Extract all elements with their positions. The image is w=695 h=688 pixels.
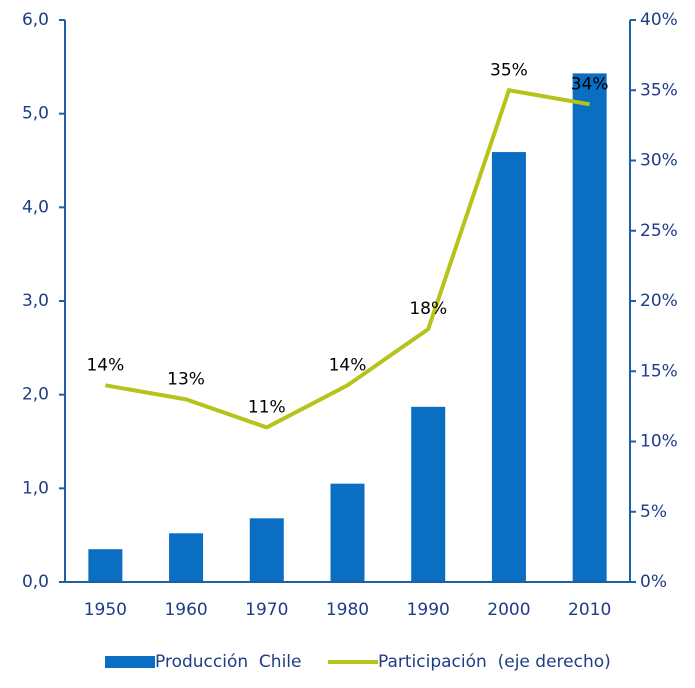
bar xyxy=(249,518,284,582)
legend-swatch xyxy=(105,656,155,668)
y2-tick-label: 15% xyxy=(640,361,678,381)
data-label: 18% xyxy=(409,299,447,319)
y-tick-label: 6,0 xyxy=(22,10,49,30)
y2-tick-label: 5% xyxy=(640,502,667,522)
y2-tick-label: 0% xyxy=(640,572,667,592)
bar xyxy=(572,73,607,582)
data-label: 35% xyxy=(490,60,528,80)
y2-tick-label: 25% xyxy=(640,221,678,241)
bar xyxy=(330,483,365,582)
x-tick-label: 2010 xyxy=(568,600,611,620)
y-tick-label: 2,0 xyxy=(22,385,49,405)
y2-tick-label: 30% xyxy=(640,151,678,171)
legend-label: Participación (eje derecho) xyxy=(378,652,611,672)
y-tick-label: 0,0 xyxy=(22,572,49,592)
x-tick-label: 2000 xyxy=(487,600,530,620)
x-tick-label: 1980 xyxy=(326,600,369,620)
x-tick-label: 1970 xyxy=(245,600,288,620)
bar xyxy=(88,549,123,582)
x-tick-label: 1990 xyxy=(407,600,450,620)
y2-tick-label: 35% xyxy=(640,80,678,100)
y-tick-label: 4,0 xyxy=(22,197,49,217)
data-label: 34% xyxy=(571,74,609,94)
data-label: 13% xyxy=(167,369,205,389)
y-tick-label: 5,0 xyxy=(22,104,49,124)
y2-tick-label: 40% xyxy=(640,10,678,30)
y-tick-label: 1,0 xyxy=(22,478,49,498)
x-tick-label: 1950 xyxy=(84,600,127,620)
bar xyxy=(491,152,526,582)
line xyxy=(105,87,590,430)
y2-tick-label: 20% xyxy=(640,291,678,311)
data-label: 14% xyxy=(86,355,124,375)
bar xyxy=(411,406,446,582)
data-label: 11% xyxy=(248,397,286,417)
legend-label: Producción Chile xyxy=(155,652,301,672)
y-tick-label: 3,0 xyxy=(22,291,49,311)
x-tick-label: 1960 xyxy=(164,600,207,620)
data-label: 14% xyxy=(329,355,367,375)
y2-tick-label: 10% xyxy=(640,432,678,452)
bar xyxy=(169,533,204,582)
